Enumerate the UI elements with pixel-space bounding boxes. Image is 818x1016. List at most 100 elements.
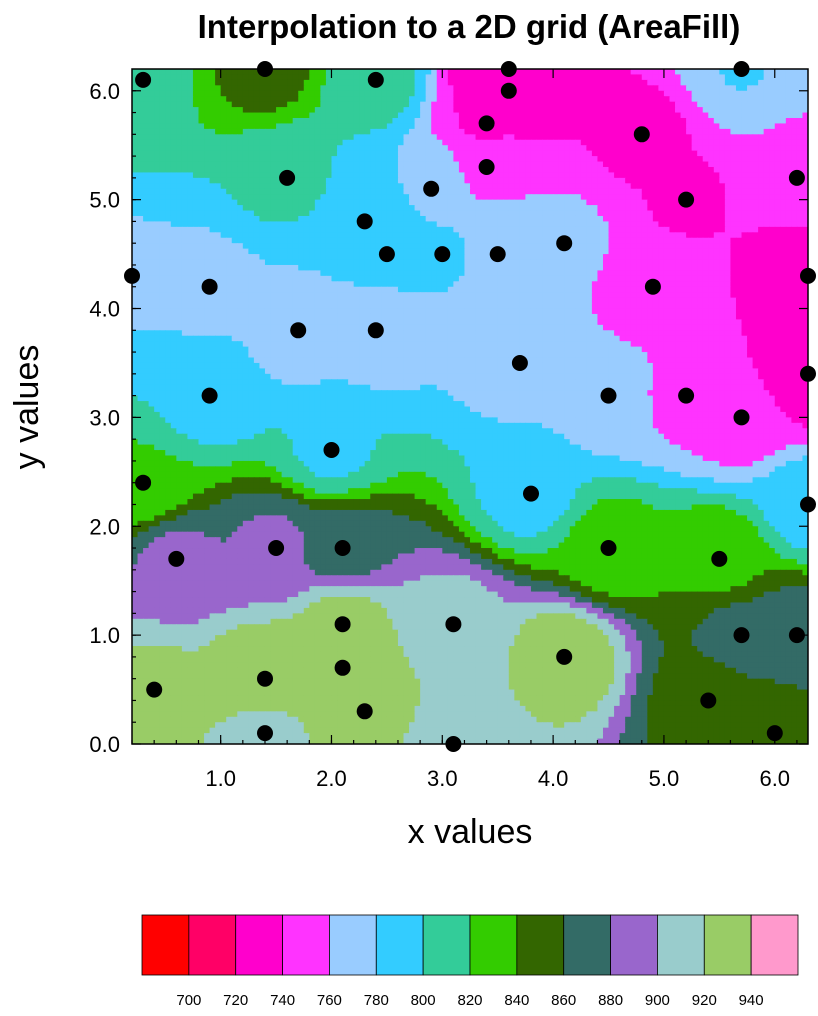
contour-cell bbox=[337, 145, 344, 152]
contour-cell bbox=[475, 128, 482, 135]
contour-cell bbox=[686, 248, 693, 255]
contour-cell bbox=[575, 188, 582, 195]
contour-cell bbox=[397, 226, 405, 233]
contour-cell bbox=[519, 117, 527, 125]
contour-cell bbox=[342, 281, 349, 288]
contour-cell bbox=[636, 275, 643, 282]
contour-cell bbox=[253, 79, 261, 86]
contour-cell bbox=[586, 166, 593, 174]
contour-cell bbox=[231, 248, 238, 255]
contour-cell bbox=[287, 166, 294, 174]
contour-cell bbox=[647, 128, 654, 135]
contour-cell bbox=[774, 275, 781, 282]
contour-cell bbox=[397, 172, 405, 179]
contour-cell bbox=[204, 205, 211, 212]
contour-cell bbox=[325, 177, 333, 184]
contour-cell bbox=[309, 205, 316, 212]
contour-cell bbox=[231, 150, 238, 157]
contour-cell bbox=[431, 145, 438, 152]
contour-cell bbox=[791, 74, 798, 81]
contour-cell bbox=[436, 221, 443, 228]
contour-cell bbox=[453, 74, 460, 81]
contour-cell bbox=[597, 123, 604, 130]
contour-cell bbox=[220, 232, 227, 239]
contour-cell bbox=[530, 79, 538, 86]
contour-cell bbox=[680, 172, 687, 179]
contour-cell bbox=[314, 259, 321, 266]
contour-cell bbox=[381, 107, 388, 114]
contour-cell bbox=[464, 281, 471, 288]
contour-cell bbox=[470, 166, 477, 174]
contour-cell bbox=[758, 128, 765, 135]
contour-cell bbox=[663, 286, 671, 293]
contour-cell bbox=[436, 90, 443, 97]
contour-cell bbox=[586, 226, 593, 233]
contour-cell bbox=[392, 145, 399, 152]
contour-cell bbox=[442, 221, 449, 228]
contour-cell bbox=[298, 286, 305, 293]
contour-cell bbox=[492, 199, 499, 206]
contour-cell bbox=[348, 172, 355, 179]
contour-cell bbox=[647, 194, 654, 201]
contour-cell bbox=[159, 96, 166, 103]
contour-cell bbox=[176, 161, 183, 168]
contour-cell bbox=[675, 264, 682, 272]
contour-cell bbox=[464, 237, 471, 244]
contour-cell bbox=[492, 188, 499, 195]
contour-cell bbox=[508, 139, 515, 146]
contour-cell bbox=[663, 166, 671, 174]
contour-cell bbox=[796, 259, 804, 266]
contour-cell bbox=[608, 134, 615, 141]
contour-cell bbox=[553, 134, 560, 141]
contour-cell bbox=[680, 243, 687, 250]
contour-cell bbox=[159, 264, 166, 272]
contour-cell bbox=[591, 172, 599, 179]
contour-cell bbox=[758, 259, 765, 266]
contour-cell bbox=[458, 156, 466, 163]
contour-cell bbox=[292, 156, 299, 163]
contour-cell bbox=[708, 215, 715, 223]
contour-cell bbox=[242, 74, 249, 81]
contour-cell bbox=[392, 286, 399, 293]
contour-cell bbox=[325, 101, 333, 108]
contour-cell bbox=[303, 166, 310, 174]
contour-cell bbox=[259, 215, 266, 223]
contour-cell bbox=[752, 90, 759, 97]
contour-cell bbox=[425, 90, 432, 97]
contour-cell bbox=[724, 226, 732, 233]
contour-cell bbox=[447, 85, 454, 92]
contour-cell bbox=[675, 96, 682, 103]
contour-cell bbox=[547, 210, 554, 217]
contour-cell bbox=[198, 117, 205, 125]
contour-cell bbox=[796, 96, 804, 103]
contour-cell bbox=[586, 96, 593, 103]
contour-cell bbox=[148, 221, 155, 228]
contour-cell bbox=[802, 215, 808, 223]
contour-cell bbox=[386, 215, 394, 223]
contour-cell bbox=[192, 177, 200, 184]
contour-cell bbox=[708, 107, 715, 114]
contour-cell bbox=[303, 221, 310, 228]
contour-cell bbox=[763, 243, 770, 250]
contour-cell bbox=[724, 107, 732, 114]
contour-cell bbox=[298, 112, 305, 119]
contour-cell bbox=[187, 243, 194, 250]
contour-cell bbox=[602, 194, 610, 201]
contour-cell bbox=[420, 248, 427, 255]
contour-cell bbox=[259, 210, 266, 217]
contour-cell bbox=[758, 85, 765, 92]
contour-cell bbox=[237, 139, 244, 146]
contour-cell bbox=[470, 139, 477, 146]
contour-cell bbox=[403, 101, 410, 108]
contour-cell bbox=[159, 254, 166, 261]
contour-cell bbox=[176, 199, 183, 206]
contour-cell bbox=[442, 112, 449, 119]
contour-cell bbox=[525, 177, 532, 184]
contour-cell bbox=[575, 145, 582, 152]
contour-cell bbox=[675, 183, 682, 190]
contour-cell bbox=[276, 85, 283, 92]
contour-cell bbox=[525, 85, 532, 92]
contour-cell bbox=[325, 96, 333, 103]
contour-cell bbox=[314, 96, 321, 103]
